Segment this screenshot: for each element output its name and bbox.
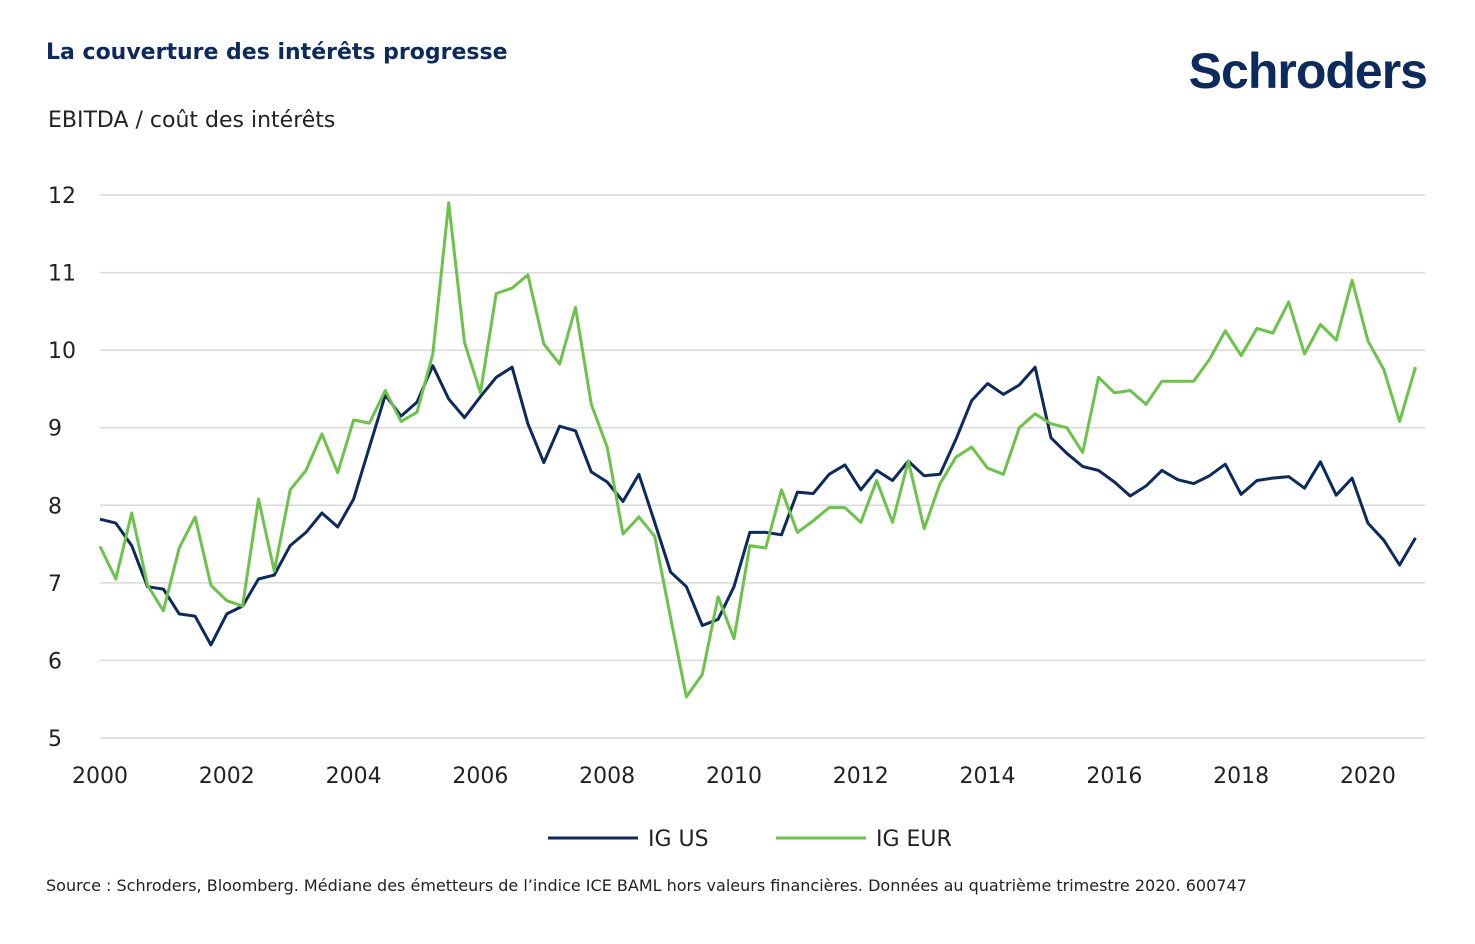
source-note: Source : Schroders, Bloomberg. Médiane d… — [46, 876, 1247, 895]
x-tick-label: 2010 — [706, 764, 762, 789]
series-lines — [98, 201, 1417, 699]
gridlines — [100, 194, 1425, 739]
series-line-ig-eur — [98, 201, 1417, 699]
x-tick-label: 2012 — [833, 764, 889, 789]
series-line-ig-us — [99, 364, 1417, 647]
legend-label: IG US — [648, 827, 709, 852]
y-tick-label: 10 — [48, 339, 76, 364]
y-tick-label: 7 — [48, 572, 62, 597]
x-tick-label: 2014 — [960, 764, 1016, 789]
y-tick-label: 12 — [48, 184, 76, 209]
y-tick-label: 5 — [48, 727, 62, 752]
x-tick-label: 2008 — [579, 764, 635, 789]
y-tick-labels: 12 11 10 9 8 7 6 5 — [48, 184, 76, 752]
legend-label: IG EUR — [876, 827, 952, 852]
x-tick-label: 2016 — [1086, 764, 1142, 789]
x-tick-label: 2002 — [199, 764, 255, 789]
y-axis-title: EBITDA / coût des intérêts — [48, 108, 336, 133]
x-tick-label: 2000 — [72, 764, 128, 789]
x-tick-label: 2006 — [452, 764, 508, 789]
y-tick-label: 11 — [48, 262, 76, 287]
y-tick-label: 9 — [48, 417, 62, 442]
chart-title: La couverture des intérêts progresse — [46, 40, 508, 65]
legend: IG US IG EUR — [548, 827, 952, 852]
y-tick-label: 6 — [48, 649, 62, 674]
x-tick-label: 2020 — [1340, 764, 1396, 789]
y-tick-label: 8 — [48, 494, 62, 519]
x-tick-labels: 2000 2002 2004 2006 2008 2010 2012 2014 2016 2018… — [72, 764, 1396, 789]
x-tick-label: 2004 — [326, 764, 382, 789]
x-tick-label: 2018 — [1213, 764, 1269, 789]
schroders-logo: Schroders — [1188, 43, 1428, 99]
